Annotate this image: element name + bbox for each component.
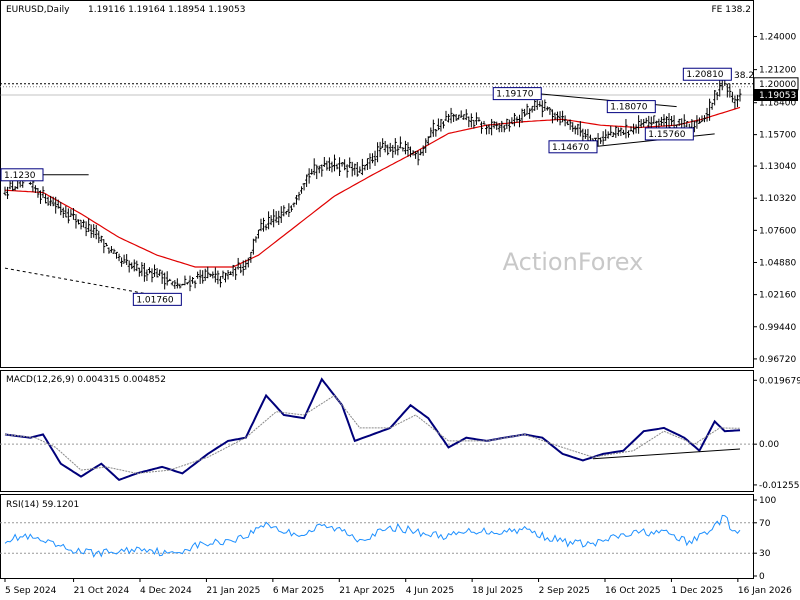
annotation-box: [0, 168, 44, 182]
macd-axis: 0.019679 0.00 -0.012552: [0, 376, 800, 491]
price-tick-label: 1.04880: [759, 258, 796, 268]
macd-tick-label: 0.019679: [759, 376, 800, 386]
date-axis: 5 Sep 2024 21 Oct 2024 4 Dec 2024 21 Jan 20…: [4, 578, 792, 596]
macd-lines: [4, 377, 741, 482]
rsi-axis: 100 70 30 0: [0, 496, 776, 582]
annotation-label: 1.1230: [4, 171, 36, 181]
moving-average: [4, 106, 741, 268]
date-tick-label: 6 Mar 2025: [273, 586, 324, 596]
date-tick-label: 21 Oct 2024: [74, 586, 130, 596]
price-axis: 1.24000 1.21200 1.18400 1.15700 1.13040 1.103…: [753, 33, 796, 365]
macd-divergence-line: [592, 448, 741, 460]
rsi-tick-label: 0: [759, 572, 765, 582]
annotation-label: 1.14670: [552, 143, 589, 153]
price-tick-label: 1.21200: [759, 66, 796, 76]
rsi-line: [4, 514, 741, 558]
annotation-box: [644, 127, 694, 141]
price-tick-label: 0.99440: [759, 323, 796, 333]
macd-tick-label: -0.012552: [759, 481, 800, 491]
annotation-box: [606, 100, 656, 114]
fib-label: 38.2: [734, 71, 754, 81]
annotation-label: 1.01760: [136, 295, 173, 305]
annotation-box: [132, 292, 182, 306]
price-annotations: 1.20810 1.19170 1.18070 1.15760 1.14670 1.017…: [0, 67, 732, 306]
ma-line: [4, 106, 741, 268]
signal-line: [4, 394, 741, 474]
price-tick-label: 1.10320: [759, 194, 796, 204]
macd-panel: 0.019679 0.00 -0.012552 MACD(12,26,9) 0.00…: [0, 370, 800, 492]
annotation-label: 1.20810: [686, 70, 723, 80]
last-price-tag-text: 1.19053: [759, 91, 796, 101]
price-tick-label: 1.07600: [759, 226, 796, 236]
date-tick-label: 1 Dec 2025: [671, 586, 723, 596]
date-tick-label: 16 Oct 2025: [605, 586, 661, 596]
rsi-tick-label: 100: [759, 496, 776, 506]
price-panel: 1.24000 1.21200 1.18400 1.15700 1.13040 1.103…: [0, 0, 799, 368]
date-tick-label: 16 Jan 2026: [738, 586, 792, 596]
date-tick-label: 5 Sep 2024: [5, 586, 57, 596]
level-price-tag-text: 1.20000: [759, 80, 796, 90]
macd-title: MACD(12,26,9) 0.004315 0.004852: [6, 375, 166, 385]
header-ohlc: 1.19116 1.19164 1.18954 1.19053: [88, 5, 245, 15]
annotation-label: 1.18070: [610, 103, 647, 113]
header-symbol: EURUSD,Daily: [6, 5, 70, 15]
price-tick-label: 1.18400: [759, 99, 796, 109]
date-tick-label: 21 Jan 2025: [206, 586, 260, 596]
date-tick-label: 4 Jun 2025: [406, 586, 454, 596]
price-tick-label: 1.13040: [759, 162, 796, 172]
annotation-box: [548, 140, 598, 154]
price-tick-label: 1.24000: [759, 33, 796, 43]
date-tick-label: 18 Jul 2025: [472, 586, 523, 596]
rsi-panel: 100 70 30 0 RSI(14) 59.1201: [0, 494, 776, 582]
annotation-box: [682, 67, 732, 81]
macd-line: [4, 377, 741, 482]
rsi-title: RSI(14) 59.1201: [6, 500, 79, 510]
rsi-tick-label: 30: [759, 549, 771, 559]
price-bars: [3, 73, 742, 292]
price-tick-label: 1.15700: [759, 131, 796, 141]
date-tick-label: 4 Dec 2024: [140, 586, 192, 596]
last-price-tag: [754, 89, 798, 102]
fe-label: FE 138.2: [712, 5, 752, 15]
price-tick-label: 1.02160: [759, 291, 796, 301]
macd-tick-label: 0.00: [759, 440, 779, 450]
rsi-tick-label: 70: [759, 519, 771, 529]
price-tick-label: 0.96720: [759, 355, 796, 365]
annotation-label: 1.19170: [496, 90, 533, 100]
watermark: ActionForex: [503, 248, 644, 276]
annotation-box: [492, 87, 542, 101]
date-tick-label: 2 Sep 2025: [539, 586, 590, 596]
rsi-line: [4, 514, 741, 558]
annotation-label: 1.15760: [648, 130, 685, 140]
date-tick-label: 21 Apr 2025: [339, 586, 395, 596]
